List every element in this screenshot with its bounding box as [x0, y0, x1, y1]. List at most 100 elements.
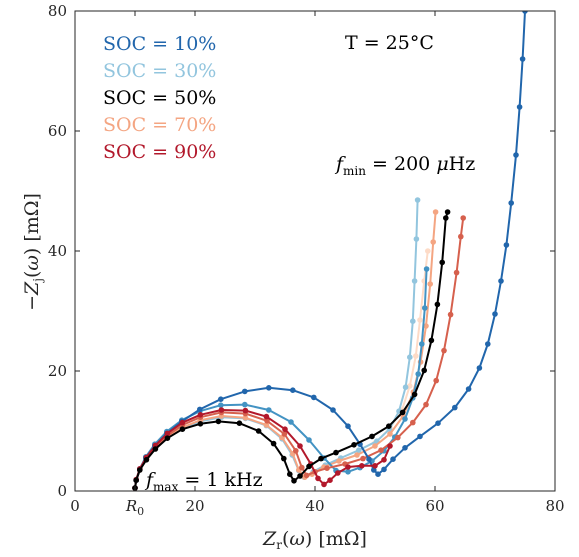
data-point — [458, 233, 464, 240]
data-point — [443, 215, 449, 221]
data-point — [354, 452, 360, 458]
series-4 — [132, 407, 393, 491]
data-point — [508, 200, 514, 206]
data-point — [321, 481, 327, 488]
data-point — [402, 416, 408, 422]
data-point — [402, 445, 408, 451]
data-point — [427, 281, 434, 287]
data-point — [519, 56, 526, 62]
data-point — [197, 412, 204, 418]
data-point — [439, 259, 446, 266]
data-point — [430, 239, 437, 245]
data-point — [281, 431, 288, 437]
data-point — [270, 440, 277, 447]
data-point — [387, 443, 393, 449]
data-point — [333, 449, 339, 456]
data-point — [419, 341, 425, 347]
data-point — [297, 473, 303, 479]
data-point — [287, 471, 293, 478]
x-tick-label: R0 — [125, 497, 144, 518]
data-point — [143, 457, 150, 463]
data-point — [242, 401, 248, 408]
data-point — [318, 455, 324, 462]
data-point — [356, 447, 362, 454]
ticks: 0 R0 20 40 60 80 0 20 40 60 80 — [48, 2, 565, 518]
data-point — [381, 466, 387, 473]
data-point — [366, 456, 372, 463]
data-point — [335, 470, 341, 476]
series-line — [134, 268, 428, 489]
data-point — [410, 419, 416, 426]
legend: SOC = 10% SOC = 30% SOC = 50% SOC = 70% SOC … — [103, 33, 216, 163]
data-point — [428, 337, 435, 344]
data-point — [179, 419, 186, 426]
data-point — [264, 418, 270, 424]
data-point — [324, 465, 330, 472]
data-point — [460, 215, 467, 221]
data-point — [345, 423, 351, 430]
plot-frame — [74, 10, 556, 492]
data-point — [345, 464, 351, 470]
data-point — [266, 385, 272, 391]
data-point — [422, 305, 428, 311]
data-point — [452, 404, 458, 411]
data-point — [417, 317, 423, 323]
data-point — [299, 464, 305, 471]
data-point — [386, 423, 392, 430]
data-point — [417, 433, 423, 440]
x-tick-label: 0 — [70, 497, 80, 515]
series-line — [134, 211, 449, 489]
data-point — [306, 437, 312, 443]
data-point — [242, 415, 249, 421]
axes — [74, 10, 556, 492]
data-point — [197, 421, 204, 427]
data-point — [164, 435, 171, 442]
series-0 — [132, 11, 528, 491]
data-point — [179, 426, 186, 433]
y-tick-label: 40 — [48, 242, 67, 260]
data-point — [336, 458, 342, 464]
data-point — [345, 469, 351, 475]
data-point — [242, 407, 249, 414]
data-point — [375, 471, 381, 478]
data-point — [133, 477, 139, 484]
data-point — [315, 475, 321, 482]
data-point — [215, 418, 222, 425]
data-point — [407, 354, 413, 361]
data-point — [498, 278, 504, 284]
data-point — [369, 433, 375, 440]
series-line — [134, 11, 526, 489]
data-point — [432, 209, 439, 215]
data-point — [410, 318, 416, 325]
data-point — [395, 434, 401, 441]
data-point — [372, 463, 378, 469]
data-point — [435, 420, 441, 427]
data-point — [297, 443, 303, 449]
data-point — [371, 467, 377, 473]
series-3 — [132, 209, 439, 491]
data-point — [359, 463, 365, 469]
data-point — [423, 266, 430, 272]
data-point — [414, 197, 421, 203]
data-point — [255, 428, 262, 434]
data-point — [218, 396, 224, 403]
legend-entry: SOC = 30% — [103, 60, 216, 82]
data-point — [360, 455, 366, 462]
data-point — [516, 104, 523, 110]
data-point — [423, 401, 429, 408]
data-point — [441, 347, 447, 354]
data-point — [242, 388, 248, 395]
data-point — [411, 391, 418, 398]
data-point — [503, 242, 510, 248]
data-point — [197, 406, 203, 413]
data-point — [263, 422, 270, 428]
data-point — [413, 236, 420, 242]
data-point — [290, 387, 296, 394]
data-point — [263, 413, 270, 420]
data-point — [399, 409, 406, 416]
data-point — [293, 448, 299, 454]
x-tick-label: 20 — [185, 497, 204, 515]
data-point — [425, 248, 431, 254]
x-tick-label: 80 — [545, 497, 564, 515]
data-point — [447, 311, 454, 318]
